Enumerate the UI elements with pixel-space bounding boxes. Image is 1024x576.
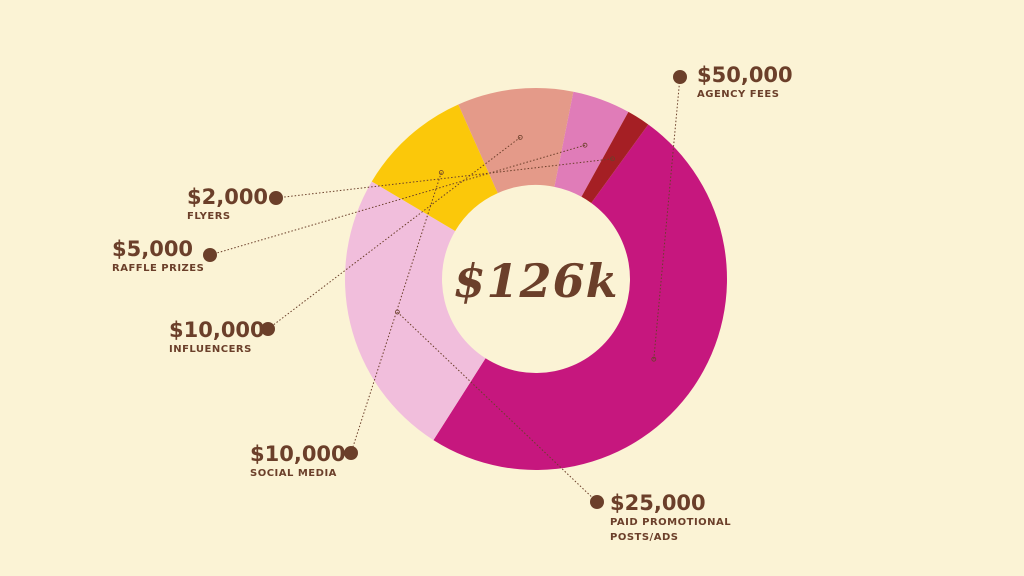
leader-line-social-media — [350, 172, 442, 454]
leader-line-influencers — [267, 136, 521, 330]
center-total-label: $126k — [453, 254, 619, 308]
callout-raffle-prizes: $5,000 RAFFLE PRIZES — [112, 237, 204, 276]
callout-influencers: $10,000 INFLUENCERS — [169, 318, 265, 357]
callout-agency-fees-label: AGENCY FEES — [697, 89, 780, 100]
callout-social-media-value: $10,000 — [250, 442, 346, 466]
callout-paid-promotional-value: $25,000 — [610, 491, 706, 515]
callout-raffle-prizes-value: $5,000 — [112, 237, 194, 261]
callout-dot-influencers — [261, 322, 275, 336]
callout-influencers-value: $10,000 — [169, 318, 265, 342]
slice-anchor-agency-fees — [651, 356, 657, 362]
callout-social-media: $10,000 SOCIAL MEDIA — [250, 442, 346, 481]
callout-dot-paid-promotional — [590, 495, 604, 509]
callout-paid-promotional-label: PAID PROMOTIONAL POSTS/ADS — [610, 517, 732, 543]
callout-paid-promotional: $25,000 PAID PROMOTIONAL POSTS/ADS — [610, 491, 760, 545]
slice-anchor-raffle-prizes — [582, 142, 588, 148]
slice-anchor-flyers — [610, 156, 615, 162]
slice-agency-fees — [433, 124, 727, 470]
slice-anchor-influencers — [517, 134, 523, 140]
callout-agency-fees-value: $50,000 — [697, 63, 793, 87]
callout-dot-agency-fees — [673, 70, 687, 84]
callout-raffle-prizes-label: RAFFLE PRIZES — [112, 263, 205, 274]
callout-flyers: $2,000 FLYERS — [187, 185, 268, 224]
slice-social-media — [371, 104, 498, 232]
slice-influencers — [458, 87, 574, 194]
callout-dot-raffle-prizes — [203, 248, 217, 262]
callout-influencers-label: INFLUENCERS — [169, 344, 252, 355]
leader-line-paid-promotional — [397, 311, 598, 503]
slice-raffle-prizes — [554, 91, 629, 197]
callout-dot-social-media — [344, 446, 358, 460]
leader-line-raffle-prizes — [209, 144, 586, 256]
slice-anchor-social-media — [438, 170, 444, 175]
callout-dot-flyers — [269, 191, 283, 205]
callout-social-media-label: SOCIAL MEDIA — [250, 468, 337, 479]
callout-flyers-value: $2,000 — [187, 185, 269, 209]
slice-flyers — [581, 111, 649, 203]
callout-agency-fees: $50,000 AGENCY FEES — [697, 63, 793, 102]
slice-paid-promotional — [345, 181, 486, 441]
leader-line-flyers — [275, 158, 613, 199]
callout-flyers-label: FLYERS — [187, 211, 231, 222]
